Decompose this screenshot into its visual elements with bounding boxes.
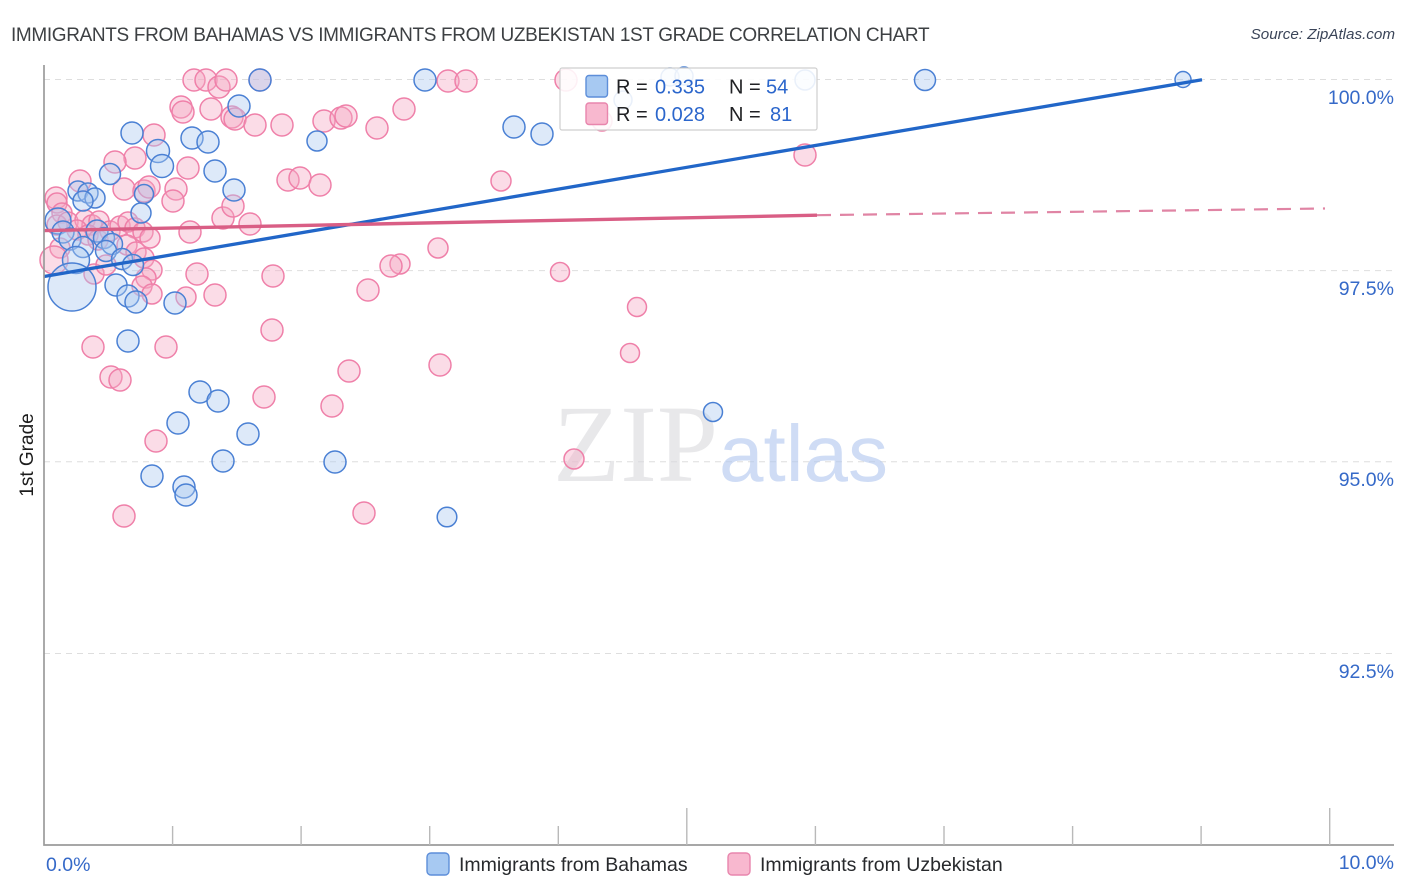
svg-text:0.028: 0.028 <box>655 104 705 126</box>
svg-text:10.0%: 10.0% <box>1339 852 1394 874</box>
svg-text:81: 81 <box>770 104 792 126</box>
svg-text:0.335: 0.335 <box>655 77 705 99</box>
svg-text:N =: N = <box>729 104 761 126</box>
svg-text:IMMIGRANTS FROM BAHAMAS VS IMM: IMMIGRANTS FROM BAHAMAS VS IMMIGRANTS FR… <box>11 25 930 46</box>
svg-text:92.5%: 92.5% <box>1339 661 1394 683</box>
svg-text:ZIP: ZIP <box>553 383 718 505</box>
svg-text:N =: N = <box>729 77 761 99</box>
svg-text:54: 54 <box>766 77 788 99</box>
svg-text:95.0%: 95.0% <box>1339 469 1394 491</box>
svg-text:97.5%: 97.5% <box>1339 278 1394 300</box>
svg-text:Immigrants from Uzbekistan: Immigrants from Uzbekistan <box>760 854 1003 876</box>
svg-text:100.0%: 100.0% <box>1328 87 1394 109</box>
svg-text:Immigrants from Bahamas: Immigrants from Bahamas <box>459 854 688 876</box>
svg-text:1st Grade: 1st Grade <box>17 413 38 496</box>
svg-text:R =: R = <box>616 104 648 126</box>
svg-text:Source: ZipAtlas.com: Source: ZipAtlas.com <box>1251 26 1395 43</box>
svg-text:0.0%: 0.0% <box>46 854 90 876</box>
svg-text:atlas: atlas <box>719 409 888 498</box>
svg-text:R =: R = <box>616 77 648 99</box>
